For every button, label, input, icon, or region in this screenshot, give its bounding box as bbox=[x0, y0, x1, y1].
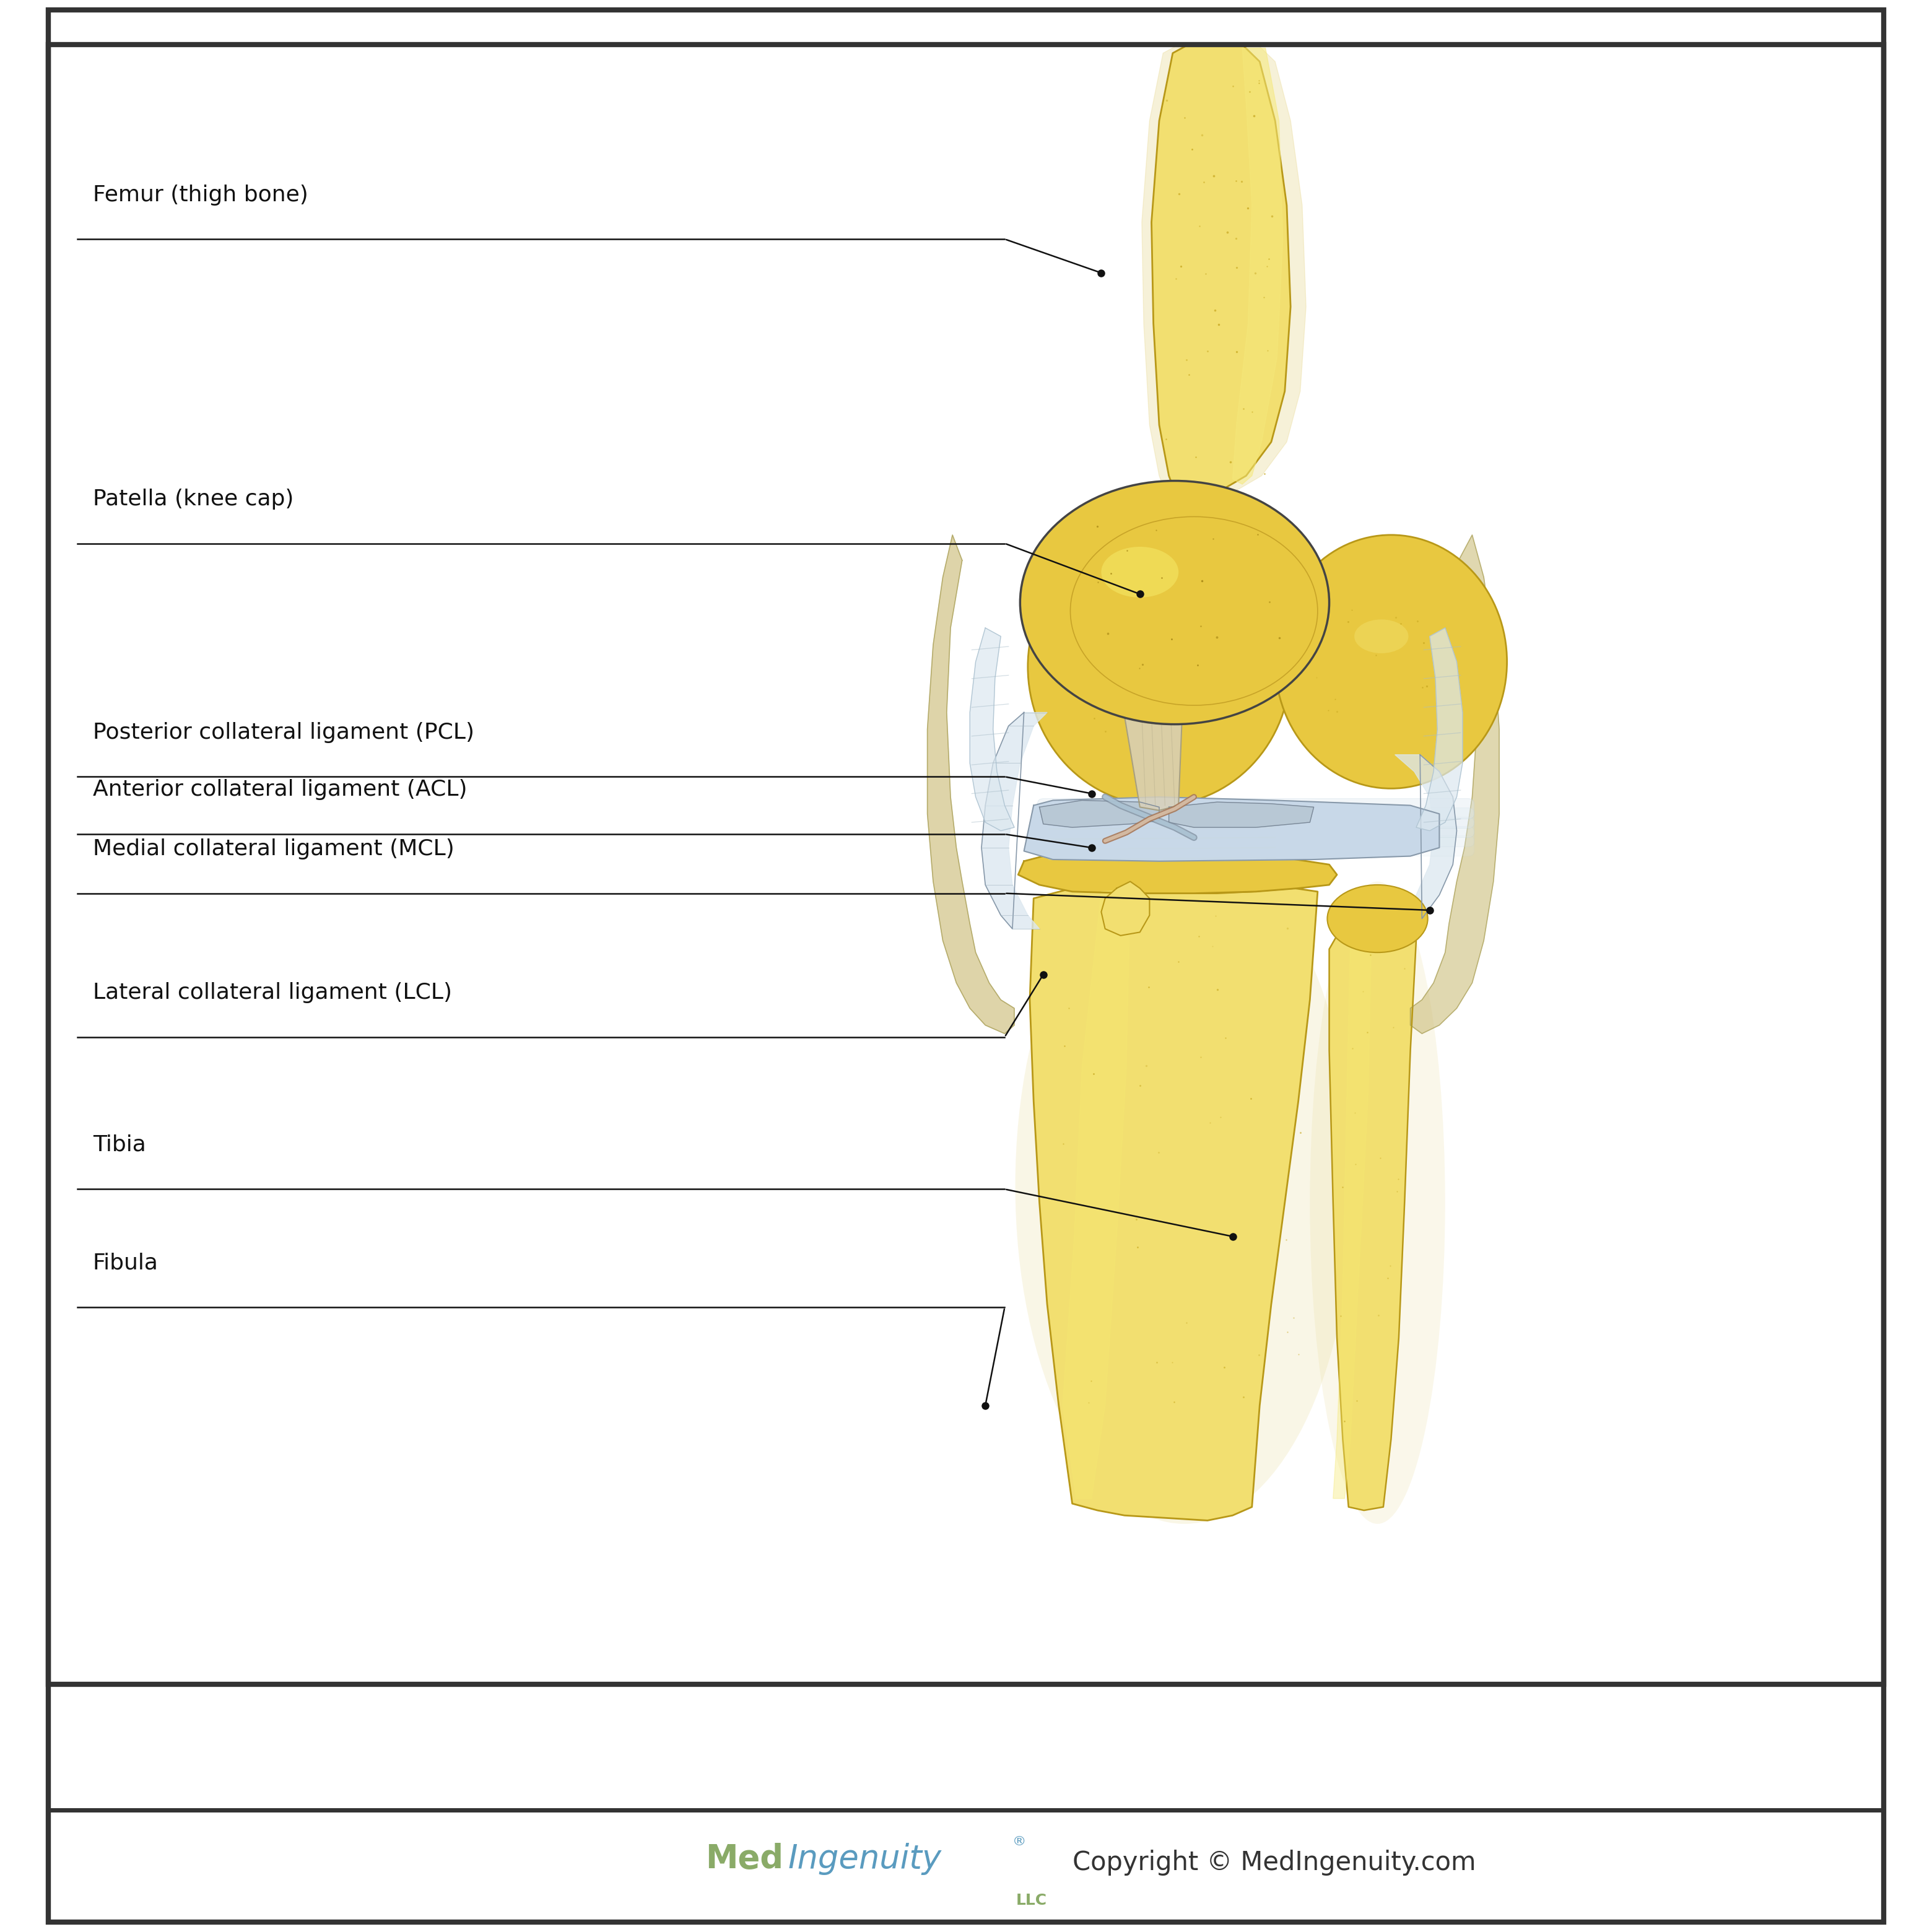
Polygon shape bbox=[1063, 891, 1130, 1499]
Text: Patella (knee cap): Patella (knee cap) bbox=[93, 489, 294, 510]
Polygon shape bbox=[1039, 800, 1159, 827]
Text: Femur (thigh bone): Femur (thigh bone) bbox=[93, 184, 307, 205]
Ellipse shape bbox=[1101, 547, 1179, 597]
Polygon shape bbox=[1169, 802, 1314, 827]
Text: Med: Med bbox=[705, 1843, 782, 1876]
Polygon shape bbox=[1142, 44, 1306, 500]
Text: Lateral collateral ligament (LCL): Lateral collateral ligament (LCL) bbox=[93, 981, 452, 1003]
Text: Fibula: Fibula bbox=[93, 1252, 158, 1273]
Polygon shape bbox=[1024, 796, 1439, 862]
Polygon shape bbox=[970, 628, 1014, 831]
Polygon shape bbox=[1410, 535, 1499, 1034]
Ellipse shape bbox=[1014, 848, 1352, 1524]
Ellipse shape bbox=[1020, 481, 1329, 724]
Polygon shape bbox=[981, 713, 1047, 929]
Ellipse shape bbox=[1109, 618, 1171, 655]
Polygon shape bbox=[1018, 854, 1337, 893]
Polygon shape bbox=[1233, 48, 1283, 485]
Text: Copyright © MedIngenuity.com: Copyright © MedIngenuity.com bbox=[1072, 1851, 1476, 1876]
Ellipse shape bbox=[1028, 527, 1291, 806]
Polygon shape bbox=[1256, 580, 1310, 684]
Polygon shape bbox=[1416, 628, 1463, 831]
Ellipse shape bbox=[1354, 620, 1408, 653]
FancyBboxPatch shape bbox=[1037, 808, 1474, 829]
Polygon shape bbox=[1124, 709, 1182, 811]
Ellipse shape bbox=[1275, 535, 1507, 788]
Polygon shape bbox=[1329, 923, 1416, 1511]
Text: Ingenuity: Ingenuity bbox=[788, 1843, 943, 1876]
Polygon shape bbox=[1030, 885, 1318, 1520]
Ellipse shape bbox=[1327, 885, 1428, 952]
Text: Tibia: Tibia bbox=[93, 1134, 145, 1155]
FancyBboxPatch shape bbox=[1037, 827, 1474, 846]
Polygon shape bbox=[1151, 44, 1291, 500]
Text: Medial collateral ligament (MCL): Medial collateral ligament (MCL) bbox=[93, 838, 454, 860]
FancyBboxPatch shape bbox=[1037, 837, 1474, 856]
Polygon shape bbox=[1395, 755, 1457, 920]
Text: Posterior collateral ligament (PCL): Posterior collateral ligament (PCL) bbox=[93, 723, 473, 742]
Text: Anterior collateral ligament (ACL): Anterior collateral ligament (ACL) bbox=[93, 779, 468, 800]
Polygon shape bbox=[927, 535, 1014, 1034]
Text: Right Leg – the 4 knee ligaments: Right Leg – the 4 knee ligaments bbox=[73, 1725, 902, 1768]
FancyBboxPatch shape bbox=[1037, 798, 1474, 819]
Ellipse shape bbox=[1310, 881, 1445, 1524]
Text: LLC: LLC bbox=[1016, 1893, 1047, 1909]
Polygon shape bbox=[1333, 929, 1372, 1499]
FancyBboxPatch shape bbox=[1037, 817, 1474, 838]
Polygon shape bbox=[1101, 881, 1150, 935]
Text: ®: ® bbox=[1012, 1835, 1026, 1847]
